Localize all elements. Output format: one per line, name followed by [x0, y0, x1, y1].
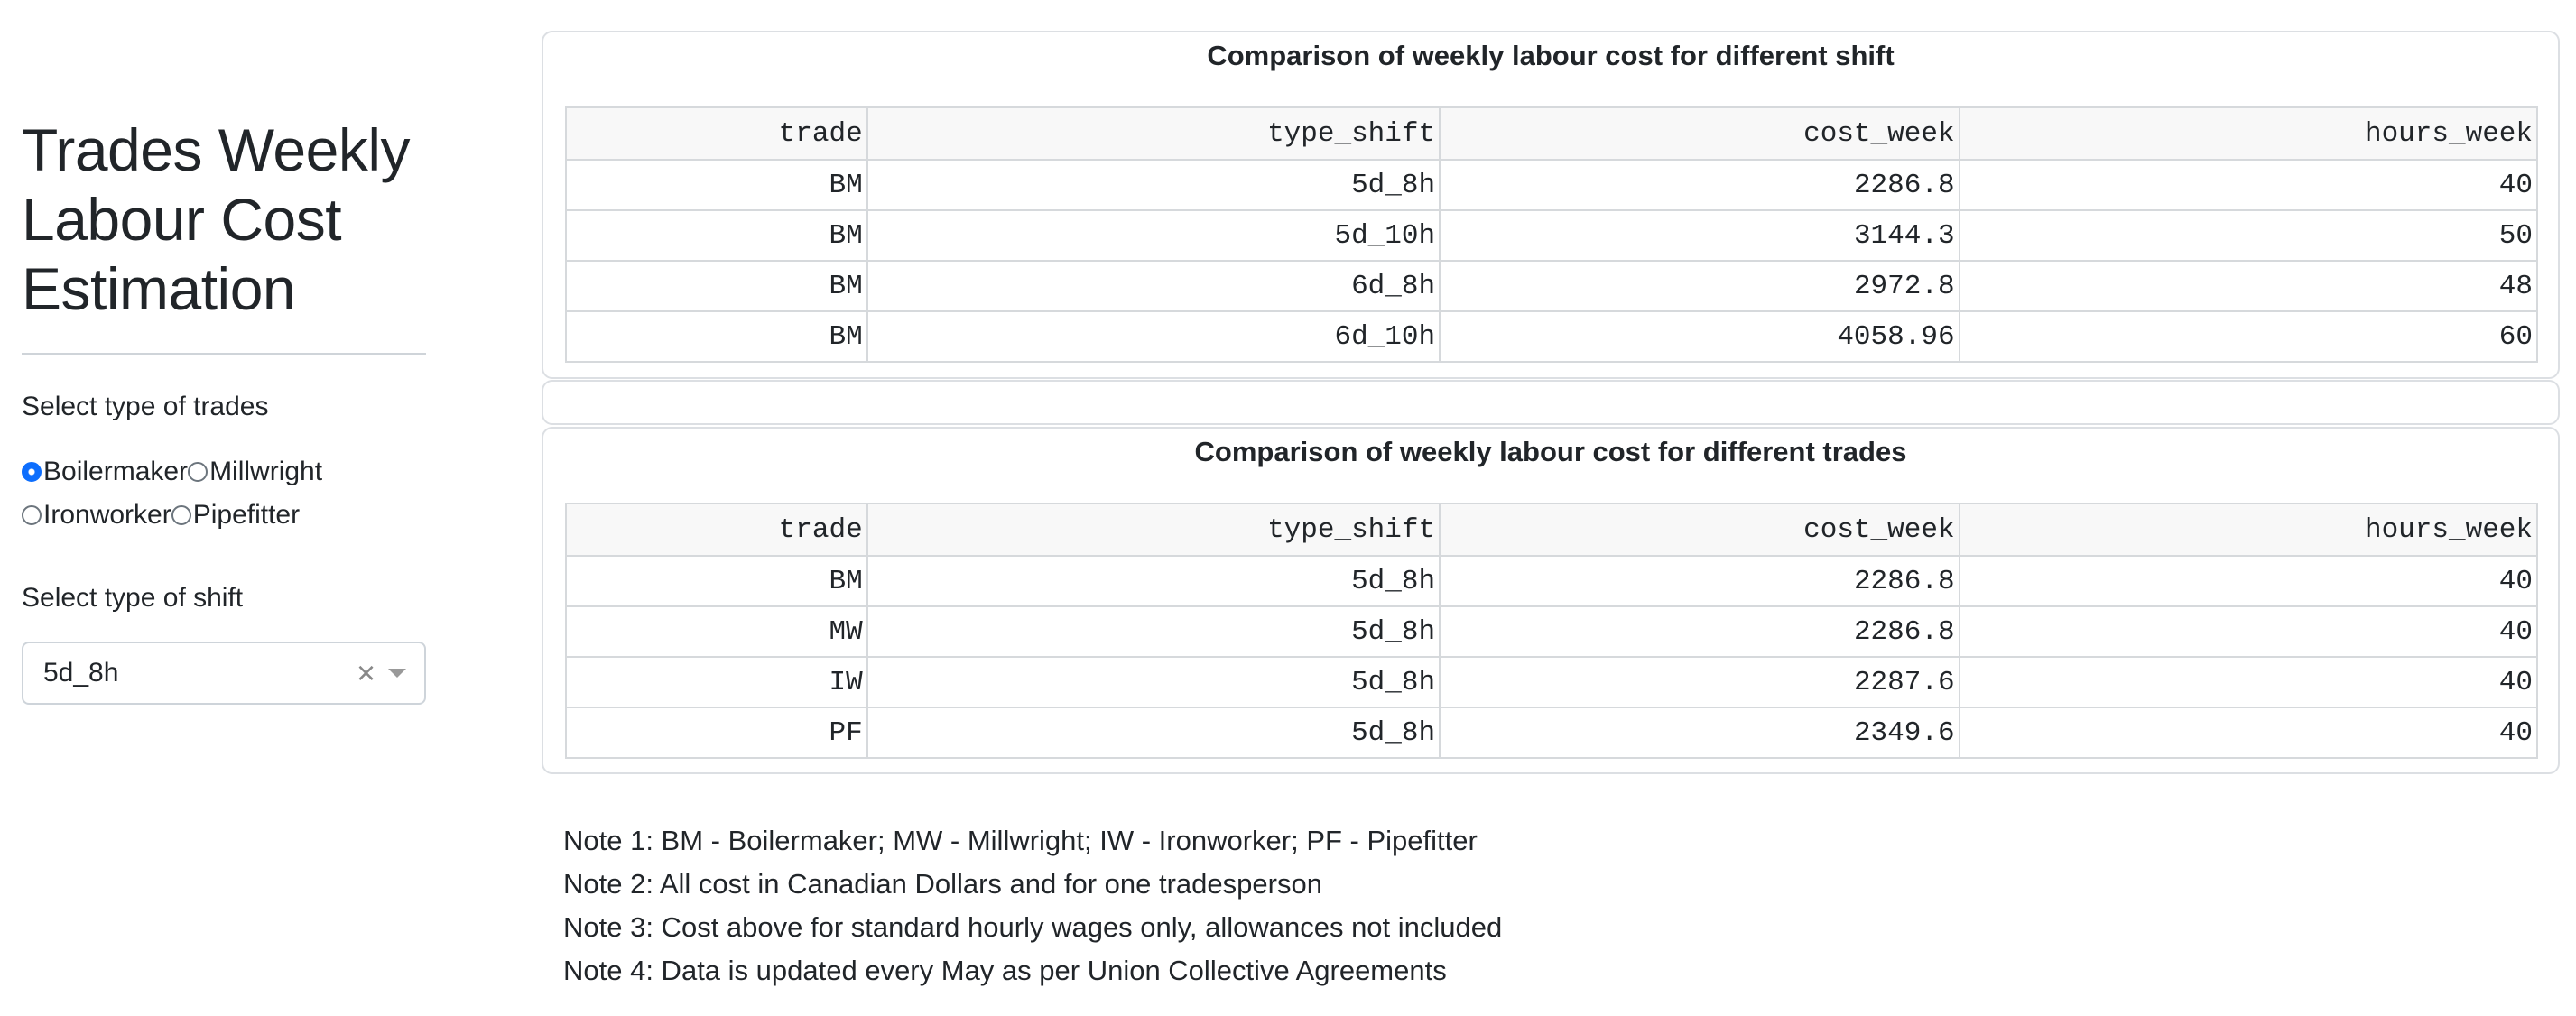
clear-icon[interactable]: × [356, 654, 375, 691]
shift-dropdown[interactable]: 5d_8h × [22, 642, 426, 705]
table-row: MW 5d_8h 2286.8 40 [565, 605, 2539, 658]
table-cell: 4058.96 [1439, 310, 1960, 363]
table-cell: BM [565, 260, 868, 312]
title-line-1: Trades Weekly [22, 116, 410, 183]
table-cell: 6d_10h [866, 310, 1441, 363]
chevron-down-icon[interactable] [388, 669, 406, 678]
sidebar-divider [22, 353, 426, 355]
table-cell: IW [565, 656, 868, 708]
table-cell: 2349.6 [1439, 707, 1960, 759]
table-header-row: trade type_shift cost_week hours_week [565, 503, 2539, 557]
column-header-type-shift: type_shift [866, 106, 1441, 161]
radio-pipefitter[interactable]: Pipefitter [171, 494, 300, 537]
table-cell: 60 [1958, 310, 2539, 363]
shift-label: Select type of shift [22, 583, 244, 613]
table-row: BM 5d_8h 2286.8 40 [565, 555, 2539, 607]
table-cell: 2972.8 [1439, 260, 1960, 312]
note-3: Note 3: Cost above for standard hourly w… [563, 911, 1503, 943]
table-cell: 3144.3 [1439, 209, 1960, 262]
note-2: Note 2: All cost in Canadian Dollars and… [563, 868, 1322, 900]
table-cell: 2286.8 [1439, 555, 1960, 607]
title-line-3: Estimation [22, 255, 296, 322]
column-header-trade: trade [565, 106, 868, 161]
table-cell: 2286.8 [1439, 159, 1960, 211]
table-cell: PF [565, 707, 868, 759]
table-cell: 40 [1958, 159, 2539, 211]
column-header-hours-week: hours_week [1958, 503, 2539, 557]
radio-label-pipefitter: Pipefitter [192, 500, 301, 530]
table-cell: 5d_8h [866, 159, 1441, 211]
table-cell: 2287.6 [1439, 656, 1960, 708]
shift-comparison-card: Comparison of weekly labour cost for dif… [542, 31, 2560, 379]
column-header-cost-week: cost_week [1439, 106, 1960, 161]
radio-label-ironworker: Ironworker [43, 500, 171, 530]
table-cell: 50 [1958, 209, 2539, 262]
table-cell: 5d_10h [866, 209, 1441, 262]
table-cell: BM [565, 310, 868, 363]
table-cell: BM [565, 159, 868, 211]
table-cell: MW [565, 605, 868, 658]
radio-button-checked[interactable] [22, 462, 42, 482]
radio-label-millwright: Millwright [209, 457, 323, 486]
table-row: BM 5d_10h 3144.3 50 [565, 209, 2539, 262]
shift-table-title: Comparison of weekly labour cost for dif… [1207, 40, 1895, 71]
radio-boilermaker[interactable]: Boilermaker [22, 450, 188, 494]
note-1: Note 1: BM - Boilermaker; MW - Millwrigh… [563, 825, 1478, 856]
table-cell: 48 [1958, 260, 2539, 312]
table-row: BM 6d_10h 4058.96 60 [565, 310, 2539, 363]
trades-label: Select type of trades [22, 392, 269, 421]
table-header-row: trade type_shift cost_week hours_week [565, 106, 2539, 161]
title-line-2: Labour Cost [22, 186, 342, 253]
trades-radio-group: Boilermaker Millwright Ironworker Pipefi… [22, 450, 383, 537]
trades-comparison-card: Comparison of weekly labour cost for dif… [542, 427, 2560, 774]
table-cell: 2286.8 [1439, 605, 1960, 658]
radio-label-boilermaker: Boilermaker [43, 457, 189, 486]
note-4: Note 4: Data is updated every May as per… [563, 955, 1447, 986]
column-header-hours-week: hours_week [1958, 106, 2539, 161]
sidebar: Trades Weekly Labour Cost Estimation Sel… [22, 115, 426, 705]
table-cell: 40 [1958, 605, 2539, 658]
page-title: Trades Weekly Labour Cost Estimation [22, 115, 426, 324]
column-header-type-shift: type_shift [866, 503, 1441, 557]
radio-button[interactable] [188, 462, 208, 482]
table-cell: 40 [1958, 707, 2539, 759]
radio-ironworker[interactable]: Ironworker [22, 494, 171, 537]
shift-selected-value: 5d_8h [43, 658, 119, 688]
table-cell: BM [565, 209, 868, 262]
radio-millwright[interactable]: Millwright [188, 450, 322, 494]
table-row: BM 6d_8h 2972.8 48 [565, 260, 2539, 312]
trades-table-title: Comparison of weekly labour cost for dif… [1194, 436, 1907, 467]
table-cell: 6d_8h [866, 260, 1441, 312]
column-header-trade: trade [565, 503, 868, 557]
table-cell: BM [565, 555, 868, 607]
table-row: IW 5d_8h 2287.6 40 [565, 656, 2539, 708]
radio-button[interactable] [171, 505, 191, 525]
table-cell: 5d_8h [866, 605, 1441, 658]
notes-section: Note 1: BM - Boilermaker; MW - Millwrigh… [563, 819, 1502, 993]
empty-panel [542, 380, 2560, 425]
table-row: PF 5d_8h 2349.6 40 [565, 707, 2539, 759]
table-cell: 5d_8h [866, 555, 1441, 607]
shift-comparison-table: trade type_shift cost_week hours_week BM… [565, 106, 2539, 363]
trades-comparison-table: trade type_shift cost_week hours_week BM… [565, 503, 2539, 759]
table-cell: 5d_8h [866, 707, 1441, 759]
table-row: BM 5d_8h 2286.8 40 [565, 159, 2539, 211]
table-cell: 40 [1958, 656, 2539, 708]
table-cell: 40 [1958, 555, 2539, 607]
radio-button[interactable] [22, 505, 42, 525]
column-header-cost-week: cost_week [1439, 503, 1960, 557]
table-cell: 5d_8h [866, 656, 1441, 708]
